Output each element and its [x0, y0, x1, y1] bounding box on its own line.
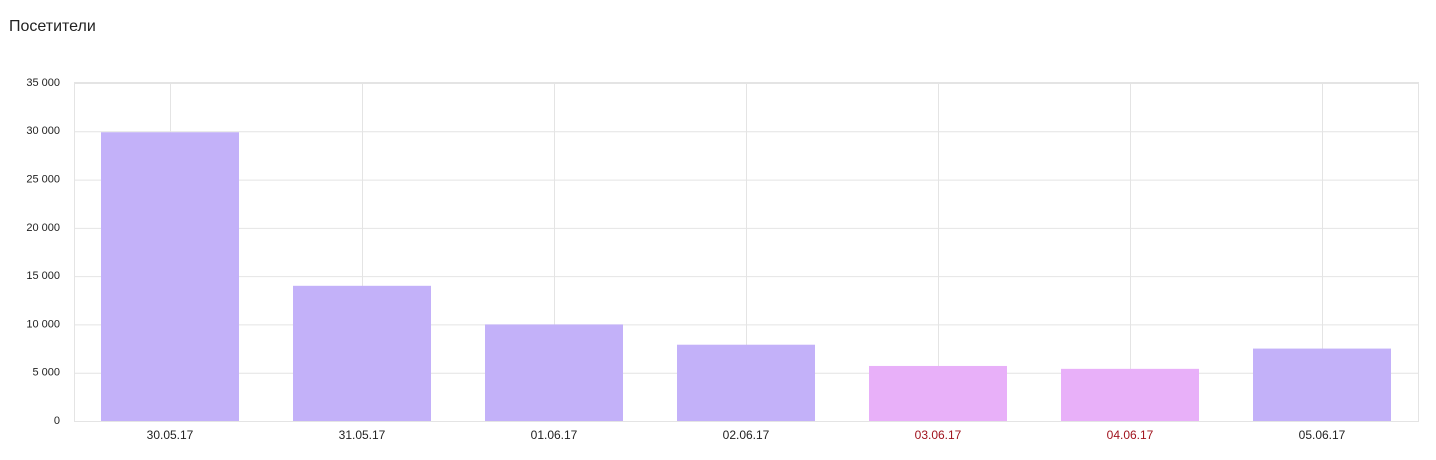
chart-title: Посетители — [9, 18, 96, 35]
y-tick-label: 15 000 — [26, 270, 60, 282]
x-tick-label: 01.06.17 — [531, 428, 578, 442]
y-tick-label: 20 000 — [26, 222, 60, 234]
x-tick-label: 04.06.17 — [1107, 428, 1154, 442]
bar — [677, 344, 815, 421]
bar — [101, 132, 239, 421]
bar — [1253, 348, 1391, 421]
bar — [485, 324, 623, 421]
x-tick-label: 05.06.17 — [1299, 428, 1346, 442]
y-tick-label: 0 — [54, 415, 60, 427]
bar — [293, 285, 431, 421]
x-tick-label: 31.05.17 — [339, 428, 386, 442]
y-tick-label: 5 000 — [32, 367, 60, 379]
y-tick-label: 30 000 — [26, 125, 60, 137]
x-tick-label: 03.06.17 — [915, 428, 962, 442]
y-tick-label: 35 000 — [26, 77, 60, 89]
bar — [1061, 368, 1199, 421]
y-tick-label: 25 000 — [26, 173, 60, 185]
x-tick-label: 02.06.17 — [723, 428, 770, 442]
bar — [869, 365, 1007, 421]
y-tick-label: 10 000 — [26, 318, 60, 330]
x-tick-label: 30.05.17 — [147, 428, 194, 442]
